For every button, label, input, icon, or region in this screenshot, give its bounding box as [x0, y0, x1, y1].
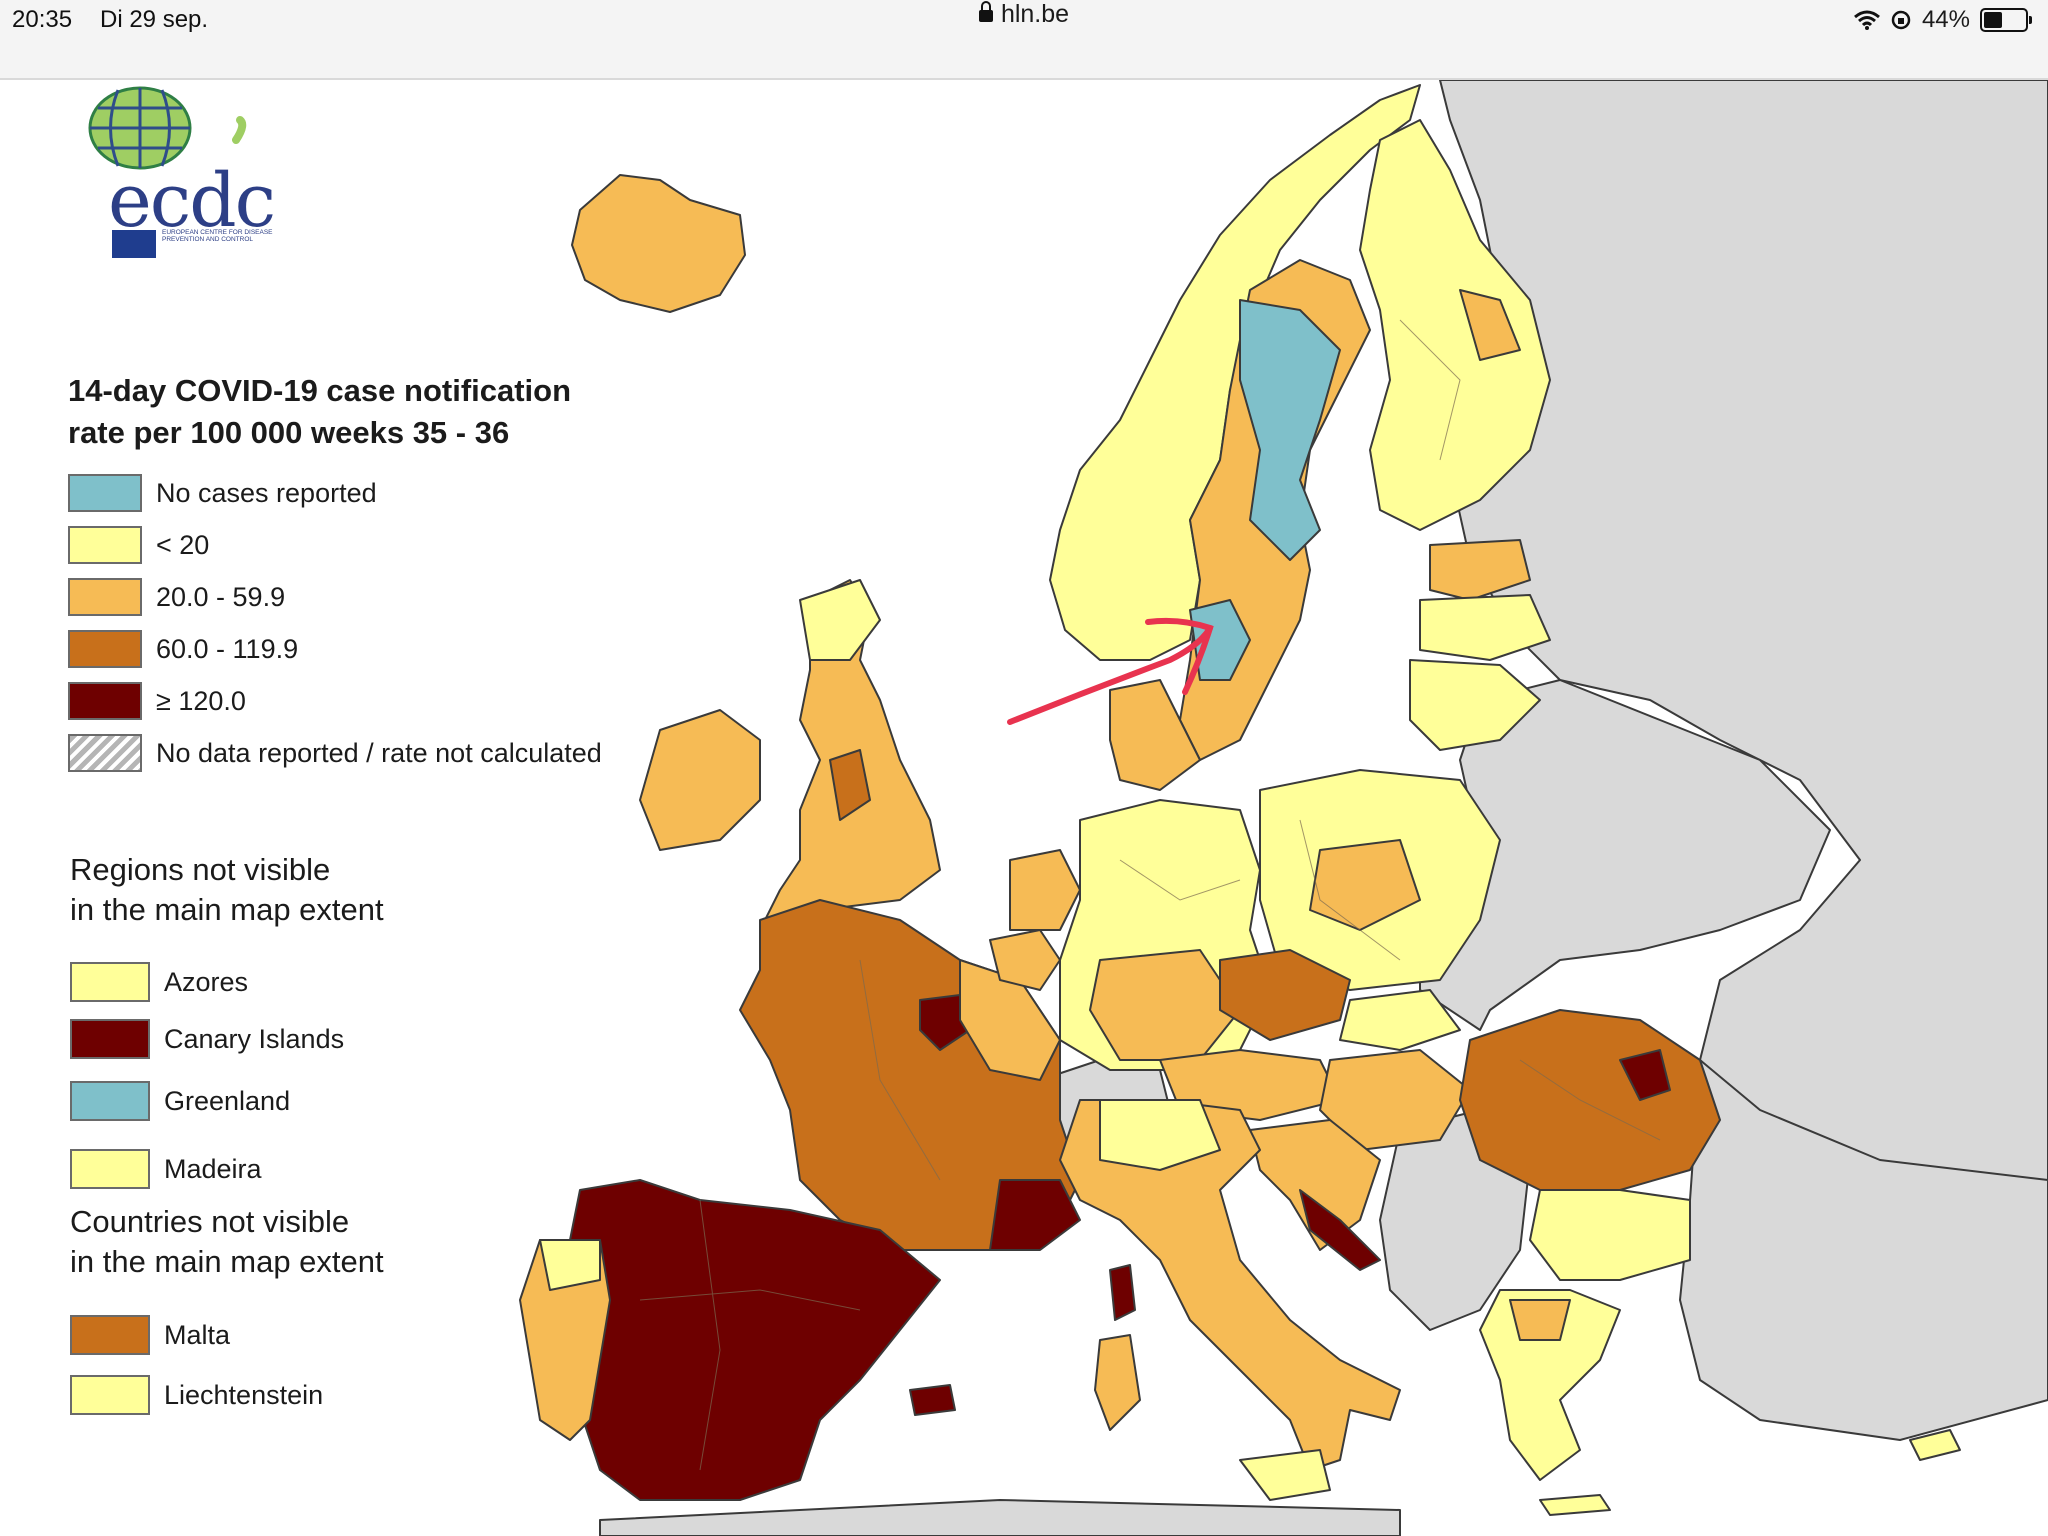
legend-item-20-59: 20.0 - 59.9 [68, 577, 285, 617]
regions-heading-line2: in the main map extent [70, 892, 384, 927]
regions-heading: Regions not visible in the main map exte… [70, 850, 530, 930]
legend-title-line2: rate per 100 000 weeks 35 - 36 [68, 415, 510, 450]
scotland-north [799, 579, 881, 661]
croatia-coast [1299, 1189, 1381, 1271]
legend-swatch [68, 474, 142, 512]
balearic [909, 1384, 956, 1416]
greece [1479, 1289, 1621, 1481]
romania [1459, 1009, 1721, 1191]
sicily [1239, 1449, 1331, 1501]
latvia [1419, 594, 1551, 661]
lock-icon [978, 1, 993, 22]
country-item-malta: Malta [70, 1314, 230, 1356]
italy-north [1099, 1099, 1221, 1171]
slovakia [1339, 989, 1461, 1051]
region-swatch [70, 1149, 150, 1189]
region-swatch [70, 1019, 150, 1059]
country-swatch [70, 1315, 150, 1355]
legend-swatch [68, 526, 142, 564]
legend-title: 14-day COVID-19 case notification rate p… [68, 370, 688, 454]
countries-heading-line1: Countries not visible [70, 1204, 350, 1239]
region-item-azores: Azores [70, 961, 248, 1003]
bulgaria [1529, 1189, 1691, 1281]
iceland [571, 174, 746, 313]
legend-swatch [68, 630, 142, 668]
greece-north [1509, 1299, 1571, 1341]
url-text: hln.be [1000, 0, 1070, 28]
legend-label: 60.0 - 119.9 [156, 633, 299, 664]
italy [1059, 1099, 1401, 1471]
region-label: Azores [164, 966, 249, 997]
france-south-east [989, 1179, 1081, 1251]
status-time: 20:35 [12, 6, 73, 33]
estonia [1429, 539, 1531, 601]
sardinia [1094, 1334, 1141, 1431]
france-paris [919, 994, 971, 1051]
region-item-canary-islands: Canary Islands [70, 1018, 344, 1060]
hungary [1319, 1049, 1471, 1151]
finland [1359, 119, 1551, 531]
status-bar: 20:35 Di 29 sep. hln.be 44% [0, 0, 2048, 80]
legend-item-no-cases: No cases reported [68, 473, 377, 513]
status-icons: 44% [1853, 6, 2032, 34]
ireland [639, 709, 761, 851]
region-label: Greenland [164, 1085, 291, 1116]
legend-label: < 20 [156, 529, 210, 560]
rotation-lock-icon [1891, 10, 1911, 30]
cyprus [1909, 1429, 1961, 1461]
finland-east [1459, 289, 1521, 361]
region-item-madeira: Madeira [70, 1148, 262, 1190]
belgium [989, 929, 1061, 991]
legend-swatch [68, 682, 142, 720]
country-label: Malta [164, 1319, 231, 1350]
country-label: Liechtenstein [164, 1379, 324, 1410]
uk-midlands [829, 749, 871, 821]
europe-map [519, 80, 2048, 1536]
legend-label: 20.0 - 59.9 [156, 581, 286, 612]
wifi-icon [1853, 10, 1880, 30]
netherlands [1009, 849, 1081, 931]
czechia [1219, 949, 1351, 1041]
agency-name: EUROPEAN CENTRE FOR DISEASE PREVENTION A… [162, 229, 273, 243]
romania-east [1619, 1049, 1671, 1101]
sweden-no-cases [1239, 299, 1341, 561]
ecdc-globe-logo [88, 86, 247, 170]
region-swatch [70, 1081, 150, 1121]
legend-item-gte-120: ≥ 120.0 [68, 681, 246, 721]
battery-icon [1980, 8, 2032, 32]
countries-heading-line2: in the main map extent [70, 1244, 384, 1279]
poland-central [1309, 839, 1421, 931]
status-date: Di 29 sep. [100, 6, 209, 33]
corsica [1109, 1264, 1136, 1321]
legend-swatch [68, 578, 142, 616]
legend-swatch [68, 734, 142, 772]
region-swatch [70, 962, 150, 1002]
legend-title-line1: 14-day COVID-19 case notification [68, 373, 572, 408]
address-bar[interactable]: hln.be [0, 0, 2048, 29]
legend-label: No cases reported [156, 477, 377, 508]
legend-label: No data reported / rate not calculated [156, 737, 602, 768]
regions-heading-line1: Regions not visible [70, 852, 331, 887]
legend-item-lt-20: < 20 [68, 525, 209, 565]
country-item-liechtenstein: Liechtenstein [70, 1374, 323, 1416]
battery-percent: 44% [1921, 6, 1970, 33]
region-label: Madeira [164, 1153, 262, 1184]
legend-item-60-119: 60.0 - 119.9 [68, 629, 298, 669]
country-swatch [70, 1375, 150, 1415]
legend-label: ≥ 120.0 [156, 685, 246, 716]
ecdc-wordmark: ecdc [108, 158, 276, 244]
lithuania [1409, 659, 1541, 751]
turkey-region [1679, 1059, 2048, 1441]
portugal-north [539, 1239, 601, 1291]
north-africa [599, 1499, 1401, 1536]
region-item-greenland: Greenland [70, 1080, 290, 1122]
region-label: Canary Islands [164, 1023, 345, 1054]
crete [1539, 1494, 1611, 1516]
eu-flag-icon [112, 230, 156, 258]
portugal [519, 1239, 611, 1441]
legend-item-no-data: No data reported / rate not calculated [68, 733, 602, 773]
countries-heading: Countries not visible in the main map ex… [70, 1202, 530, 1282]
